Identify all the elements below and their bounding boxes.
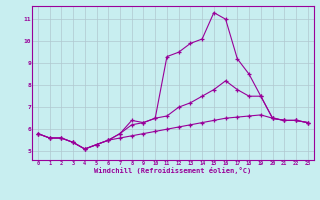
X-axis label: Windchill (Refroidissement éolien,°C): Windchill (Refroidissement éolien,°C) [94,167,252,174]
